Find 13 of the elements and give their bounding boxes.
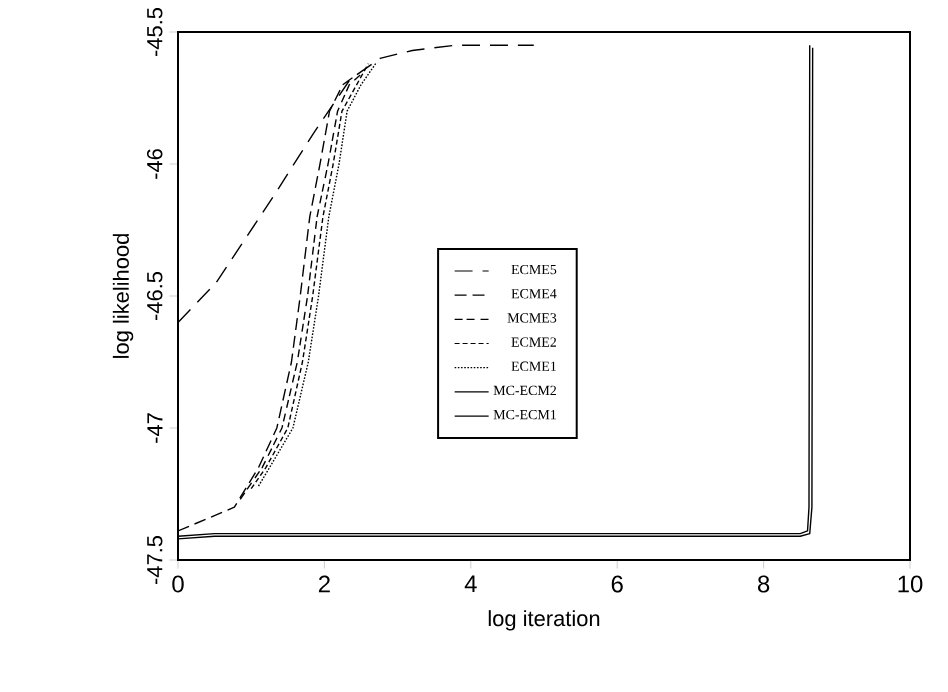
x-axis-title: log iteration [488,610,600,631]
x-tick-label: 10 [898,575,923,593]
y-axis-title: log likelihood [112,234,134,358]
y-tick-label: -45.5 [147,7,163,57]
y-tick-label: -47 [147,413,163,443]
x-tick-label: 0 [172,575,184,593]
y-tick-label: -46 [146,149,163,179]
x-tick-label: 2 [318,575,330,593]
x-tick-label: 4 [464,575,477,592]
y-tick-label: -47.5 [147,535,163,585]
x-tick-label: 8 [757,575,770,593]
y-tick-label: -46.5 [146,271,163,321]
x-tick-label: 6 [611,575,623,593]
